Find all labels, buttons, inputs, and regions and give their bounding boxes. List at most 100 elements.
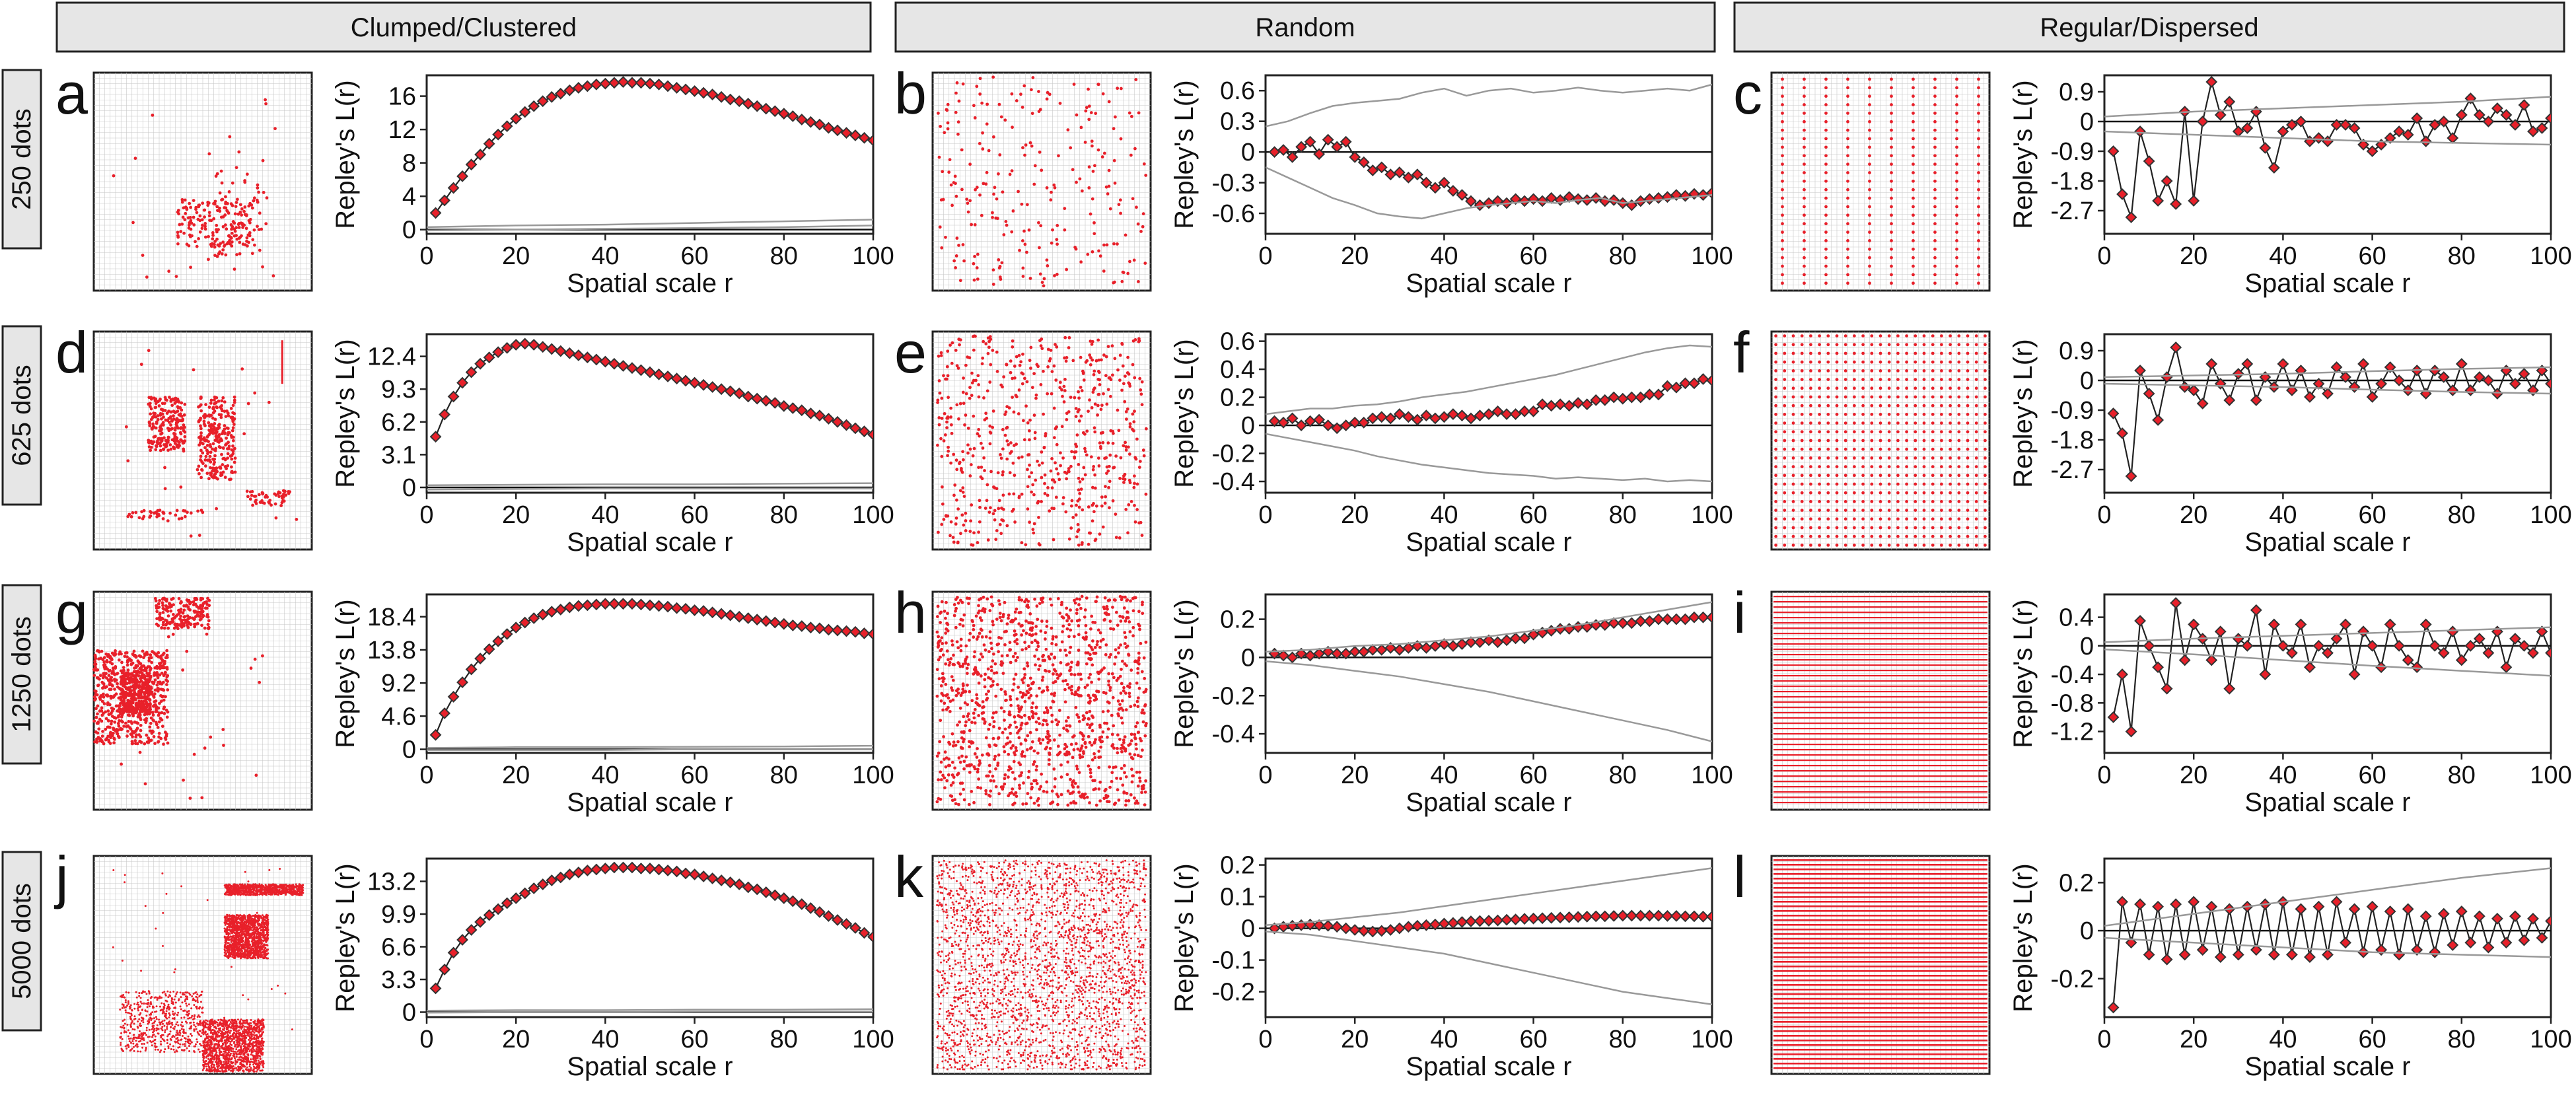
scatter-dot (127, 700, 131, 704)
scatter-dot (966, 443, 970, 447)
scatter-dot (242, 209, 246, 213)
observed-point (2205, 76, 2218, 88)
scatter-dot (1049, 469, 1053, 473)
scatter-dot (1977, 273, 1980, 277)
scatter-dot (1809, 343, 1812, 347)
scatter-dot (942, 439, 946, 443)
scatter-dot (1038, 463, 1041, 467)
scatter-dot (1843, 421, 1847, 425)
scatter-dot (1818, 456, 1822, 460)
scatter-dot (1933, 103, 1937, 106)
observed-point (644, 366, 656, 378)
scatter-grid (94, 73, 312, 291)
scatter-dot (1106, 345, 1110, 349)
scatter-dot (1890, 247, 1893, 251)
observed-point (2116, 188, 2128, 200)
scatter-dot (1896, 482, 1900, 486)
scatter-dot (1128, 260, 1131, 264)
scatter-dot (1861, 430, 1865, 434)
scatter-dot (205, 449, 209, 453)
scatter-dot (1957, 351, 1961, 355)
scatter-dot (1781, 179, 1784, 183)
scatter-dot (1043, 491, 1047, 495)
scatter-dot (1091, 197, 1094, 201)
scatter-dot (1102, 151, 1106, 155)
scatter-dot (1020, 382, 1024, 386)
scatter-dot (947, 449, 950, 453)
scatter-dot (113, 688, 116, 691)
scatter-dot (1077, 505, 1081, 509)
scatter-dot (956, 120, 960, 124)
observed-point (849, 422, 861, 435)
y-tick-label: 9.3 (381, 376, 416, 404)
scatter-dot (1803, 171, 1806, 174)
scatter-dot (1912, 247, 1915, 251)
scatter-dot (997, 258, 1001, 262)
scatter-dot (148, 678, 152, 682)
scatter-dot (283, 489, 287, 493)
scatter-dot (1966, 534, 1970, 538)
scatter-dot (207, 234, 210, 238)
scatter-dot (1974, 474, 1978, 478)
scatter-dot (1099, 408, 1103, 411)
observed-point (501, 120, 513, 132)
scatter-dot (1905, 491, 1909, 495)
scatter-dot (1890, 86, 1893, 90)
scatter-dot (976, 374, 980, 378)
scatter-dot (1870, 465, 1874, 468)
scatter-dot (149, 707, 153, 711)
scatter-dot (1955, 103, 1958, 106)
scatter-dot (1032, 372, 1036, 376)
scatter-dot (163, 736, 167, 740)
scatter-dot (1931, 378, 1935, 381)
scatter-dot (1905, 360, 1909, 364)
scatter-dot (174, 423, 178, 427)
scatter-dot (189, 205, 192, 209)
scatter-dot (1868, 103, 1871, 106)
scatter-dot (1055, 238, 1059, 242)
scatter-dot (1781, 111, 1784, 115)
scatter-dot (1094, 359, 1098, 363)
scatter-dot (218, 250, 222, 254)
scatter-dot (1966, 474, 1970, 478)
scatter-dot (1803, 230, 1806, 234)
scatter-dot (1027, 453, 1031, 456)
observed-point (2357, 139, 2369, 151)
scatter-dot (1791, 474, 1795, 478)
scatter-dot (983, 469, 986, 472)
scatter-dot (136, 659, 140, 663)
scatter-dot (938, 391, 942, 395)
scatter-dot (1835, 500, 1839, 503)
scatter-dot (1974, 509, 1978, 512)
observed-point (1340, 135, 1352, 148)
scatter-dot (955, 403, 959, 407)
observed-point (2419, 135, 2432, 147)
scatter-dot (1091, 170, 1095, 173)
scatter-dot (1781, 213, 1784, 217)
scatter-dot (1783, 378, 1787, 381)
scatter-dot (231, 426, 235, 430)
scatter-dot (157, 688, 161, 691)
scatter-dot (1870, 439, 1874, 443)
y-tick-label: 0 (2080, 108, 2094, 136)
scatter-dot (133, 157, 137, 160)
observed-point (572, 349, 585, 361)
scatter-dot (991, 409, 995, 413)
scatter-dot (152, 695, 156, 699)
scatter-dot (127, 713, 131, 717)
scatter-dot (958, 460, 962, 464)
scatter-dot (1890, 205, 1893, 209)
scatter-dot (1783, 386, 1787, 390)
scatter-dot (1139, 388, 1143, 392)
scatter-dot (182, 604, 186, 608)
scatter-dot (209, 429, 213, 433)
scatter-dot (944, 514, 948, 518)
scatter-dot (1868, 86, 1871, 90)
scatter-dot (1931, 544, 1935, 547)
scatter-dot (1870, 360, 1874, 364)
scatter-dot (209, 735, 213, 739)
envelope-upper-line (2104, 96, 2551, 118)
observed-point (536, 95, 549, 108)
scatter-dot (199, 431, 203, 435)
scatter-dot (135, 673, 139, 677)
